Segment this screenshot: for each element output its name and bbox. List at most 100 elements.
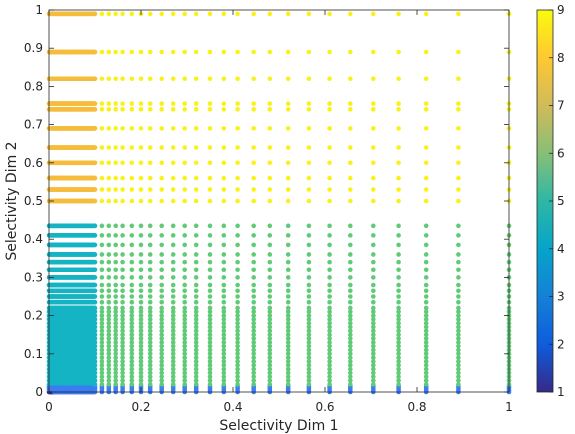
- scatter-point: [106, 370, 112, 376]
- scatter-point: [106, 359, 112, 364]
- scatter-point: [120, 107, 125, 112]
- scatter-point: [92, 351, 98, 357]
- scatter-point: [129, 320, 135, 326]
- scatter-point: [129, 233, 135, 238]
- scatter-point: [120, 252, 125, 257]
- scatter-point: [99, 336, 105, 341]
- scatter-point: [129, 223, 135, 229]
- scatter-point: [99, 362, 105, 368]
- scatter-point: [120, 343, 125, 349]
- scatter-point: [99, 11, 105, 17]
- scatter-point: [129, 299, 135, 305]
- scatter-point: [106, 107, 112, 112]
- scatter-point: [120, 336, 125, 341]
- scatter-point: [99, 324, 105, 330]
- scatter-point: [106, 267, 112, 273]
- scatter-point: [106, 336, 112, 341]
- plot-background: [49, 10, 509, 392]
- scatter-point: [106, 126, 112, 131]
- scatter-point: [120, 340, 125, 345]
- scatter-point: [113, 11, 118, 17]
- scatter-point: [106, 320, 112, 326]
- scatter-point: [129, 259, 135, 265]
- scatter-point: [99, 282, 105, 288]
- scatter-point: [92, 366, 98, 372]
- scatter-point: [106, 305, 112, 311]
- scatter-point: [92, 288, 98, 294]
- scatter-point: [129, 175, 135, 181]
- scatter-point: [120, 328, 125, 334]
- scatter-point: [106, 223, 112, 229]
- scatter-point: [106, 309, 112, 315]
- scatter-point: [106, 347, 112, 353]
- scatter-point: [99, 145, 105, 150]
- scatter-point: [138, 343, 144, 349]
- scatter-point: [129, 187, 135, 192]
- scatter-point: [92, 198, 98, 204]
- scatter-point: [106, 252, 112, 257]
- scatter-point: [99, 347, 105, 353]
- scatter-point: [92, 332, 98, 338]
- scatter-point: [113, 313, 118, 318]
- scatter-point: [99, 351, 105, 357]
- scatter-point: [99, 223, 105, 229]
- scatter-point: [113, 351, 118, 357]
- scatter-point: [120, 259, 125, 265]
- scatter-point: [92, 328, 98, 334]
- scatter-point: [99, 101, 105, 106]
- scatter-point: [120, 313, 125, 318]
- scatter-point: [120, 347, 125, 353]
- scatter-point: [92, 175, 98, 181]
- scatter-point: [92, 340, 98, 345]
- scatter-point: [99, 49, 105, 55]
- scatter-point: [99, 328, 105, 334]
- scatter-point: [106, 343, 112, 349]
- scatter-point: [113, 320, 118, 326]
- scatter-point: [129, 242, 135, 248]
- scatter-point: [129, 351, 135, 357]
- scatter-point: [92, 294, 98, 299]
- scatter-point: [129, 362, 135, 368]
- scatter-point: [99, 187, 105, 192]
- scatter-point: [113, 145, 118, 150]
- scatter-point: [99, 370, 105, 376]
- scatter-point: [113, 362, 118, 368]
- scatter-point: [92, 320, 98, 326]
- scatter-point: [106, 259, 112, 265]
- scatter-point: [99, 107, 105, 112]
- scatter-point: [120, 359, 125, 364]
- scatter-point: [92, 382, 98, 387]
- scatter-point: [113, 294, 118, 299]
- scatter-point: [120, 382, 125, 387]
- scatter-point: [99, 76, 105, 82]
- scatter-point: [92, 313, 98, 318]
- scatter-point: [129, 107, 135, 112]
- scatter-point: [92, 305, 98, 311]
- scatter-point: [129, 328, 135, 334]
- scatter-point: [106, 242, 112, 248]
- scatter-point: [129, 382, 135, 387]
- scatter-point: [106, 282, 112, 288]
- scatter-points: [46, 11, 512, 395]
- scatter-point: [106, 378, 112, 383]
- scatter-point: [120, 49, 125, 55]
- scatter-point: [99, 198, 105, 204]
- scatter-point: [99, 252, 105, 257]
- scatter-point: [106, 324, 112, 330]
- scatter-point: [92, 374, 98, 380]
- scatter-point: [113, 49, 118, 55]
- scatter-point: [129, 332, 135, 338]
- scatter-point: [106, 317, 112, 322]
- scatter-point: [106, 362, 112, 368]
- scatter-point: [120, 267, 125, 273]
- scatter-point: [92, 267, 98, 273]
- scatter-point: [92, 11, 98, 17]
- scatter-point: [129, 282, 135, 288]
- scatter-point: [113, 275, 118, 280]
- scatter-point: [113, 328, 118, 334]
- scatter-point: [129, 347, 135, 353]
- scatter-point: [92, 76, 98, 82]
- scatter-point: [106, 332, 112, 338]
- scatter-point: [113, 282, 118, 288]
